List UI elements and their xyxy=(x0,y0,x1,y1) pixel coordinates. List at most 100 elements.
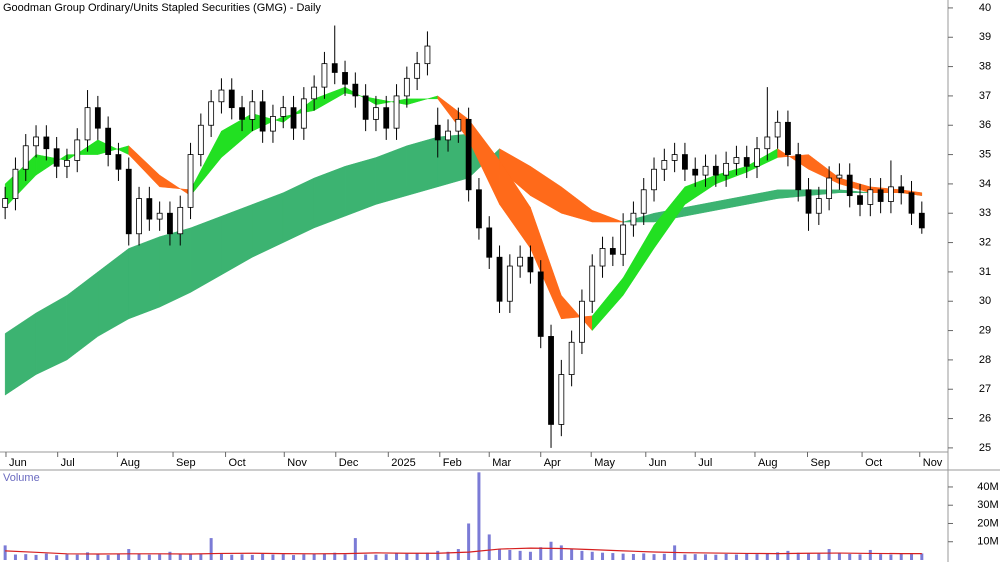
y-tick-label: 31 xyxy=(979,266,991,278)
candle-body xyxy=(208,101,215,126)
candle-body xyxy=(22,145,29,170)
x-tick-label: Dec xyxy=(339,457,359,469)
volume-bar xyxy=(858,554,862,560)
volume-bar xyxy=(395,553,399,560)
volume-bar xyxy=(796,552,800,560)
candle-body xyxy=(321,63,328,88)
volume-bar xyxy=(446,551,450,560)
volume-bar xyxy=(899,553,903,560)
candle-body xyxy=(815,198,822,214)
candle-body xyxy=(342,72,348,85)
y-tick-label: 26 xyxy=(979,412,991,424)
y-tick-label: 36 xyxy=(979,119,991,131)
volume-bar xyxy=(374,554,378,560)
candle-body xyxy=(197,124,204,155)
volume-bar xyxy=(508,549,512,560)
candle-body xyxy=(33,136,39,147)
candle-body xyxy=(239,107,245,120)
x-tick-label: Oct xyxy=(865,457,882,469)
candle-body xyxy=(517,256,524,267)
candle-body xyxy=(558,374,565,425)
volume-bar xyxy=(704,554,708,560)
candle-body xyxy=(280,107,287,117)
candle-body xyxy=(692,168,699,176)
volume-bar xyxy=(384,554,388,560)
candle-body xyxy=(94,107,101,129)
volume-bar xyxy=(807,553,811,560)
long-ribbon-segment xyxy=(437,133,469,188)
candle-body xyxy=(146,198,153,220)
candle-body xyxy=(74,139,81,161)
candle-body xyxy=(682,154,688,170)
volume-bar xyxy=(199,554,203,560)
volume-bar xyxy=(34,554,38,560)
volume-bar xyxy=(559,545,563,560)
candle-body xyxy=(136,198,142,235)
x-tick-label: Oct xyxy=(229,457,246,469)
candle-body xyxy=(764,136,771,150)
x-tick-label: Nov xyxy=(923,457,943,469)
candle-body xyxy=(661,160,668,170)
candle-body xyxy=(918,212,925,229)
volume-bar xyxy=(219,553,223,560)
volume-bar xyxy=(333,552,337,560)
volume-bar xyxy=(580,550,584,560)
volume-bar xyxy=(322,553,326,560)
volume-bar xyxy=(837,553,841,560)
volume-bar xyxy=(745,553,749,560)
volume-bar xyxy=(631,553,635,560)
candle-body xyxy=(300,98,307,129)
candle-body xyxy=(702,165,709,176)
candle-body xyxy=(795,154,802,191)
candle-body xyxy=(53,148,60,167)
volume-bar xyxy=(776,552,780,560)
candle-body xyxy=(671,154,678,161)
volume-average-line xyxy=(5,547,922,555)
chart-title: Goodman Group Ordinary/Units Stapled Sec… xyxy=(3,2,321,14)
x-tick-label: Feb xyxy=(443,457,462,469)
x-tick-label: Sep xyxy=(810,457,830,469)
candle-body xyxy=(630,212,637,226)
candle-body xyxy=(877,189,884,202)
candle-body xyxy=(836,174,843,179)
volume-bar xyxy=(425,552,429,560)
volume-bar xyxy=(75,554,79,560)
y-tick-label: 34 xyxy=(979,178,991,190)
candle-body xyxy=(331,63,338,73)
candle-body xyxy=(733,157,740,164)
candle-body xyxy=(846,174,853,197)
candle-body xyxy=(64,160,70,167)
volume-bar xyxy=(590,551,594,560)
volume-bar xyxy=(116,553,120,560)
y-tick-label: 33 xyxy=(979,207,991,219)
candle-body xyxy=(403,77,410,97)
candle-body xyxy=(249,101,256,120)
volume-bar xyxy=(86,552,90,560)
volume-bar xyxy=(230,554,234,560)
volume-bar xyxy=(189,553,193,560)
volume-bar xyxy=(96,554,100,560)
candle-body xyxy=(620,224,627,255)
x-tick-label: Sep xyxy=(176,457,196,469)
candle-body xyxy=(651,168,657,191)
volume-bar xyxy=(44,553,48,560)
candle-body xyxy=(311,86,318,100)
y-tick-label: 25 xyxy=(979,442,991,454)
x-tick-label: Aug xyxy=(120,457,140,469)
volume-bar xyxy=(24,554,28,560)
volume-bar xyxy=(209,538,213,560)
candle-body xyxy=(589,265,596,302)
volume-bar xyxy=(652,554,656,560)
candle-body xyxy=(898,186,905,194)
volume-bar xyxy=(611,553,615,560)
candle-body xyxy=(125,168,132,235)
volume-bar xyxy=(724,553,728,560)
candle-body xyxy=(383,107,390,129)
volume-bar xyxy=(281,554,285,560)
candle-body xyxy=(888,186,894,202)
candle-body xyxy=(609,248,616,255)
x-tick-label: 2025 xyxy=(391,457,415,469)
candle-body xyxy=(84,107,91,141)
candle-body xyxy=(187,154,194,208)
